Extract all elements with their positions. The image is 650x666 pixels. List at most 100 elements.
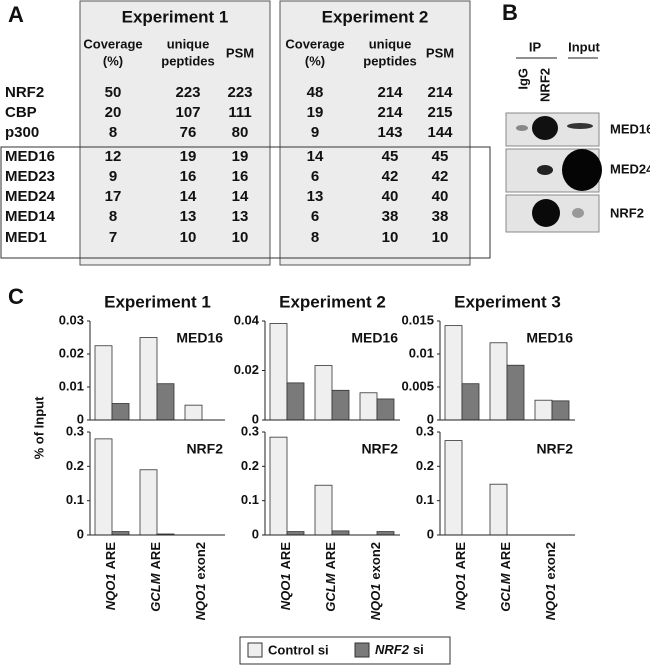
- category-site: ARE: [278, 542, 293, 570]
- category-gene: GCLM: [323, 572, 338, 611]
- column-header: (%): [305, 53, 325, 68]
- table-cell: 214: [427, 84, 453, 101]
- column-header: Coverage: [285, 36, 344, 51]
- table-cell: 10: [382, 229, 399, 246]
- table-cell: 38: [432, 208, 449, 225]
- table-cell: 13: [180, 208, 197, 225]
- y-tick-label: 0.1: [416, 492, 434, 507]
- chart-target: MED16: [176, 330, 223, 346]
- bar: [376, 531, 395, 536]
- column-header: unique: [369, 36, 412, 51]
- y-tick-label: 0.2: [416, 458, 434, 473]
- panel-label: C: [8, 284, 24, 309]
- y-tick-label: 0: [252, 411, 259, 426]
- legend-label: NRF2 si: [375, 642, 424, 657]
- bar: [111, 531, 130, 536]
- table-cell: 143: [377, 124, 402, 141]
- column-header: peptides: [363, 53, 416, 68]
- table-cell: 14: [307, 148, 324, 165]
- y-tick-label: 0.3: [416, 423, 434, 438]
- bar: [139, 469, 158, 536]
- bar: [551, 400, 570, 421]
- x-tick-label: NQO1 ARE: [103, 542, 118, 611]
- legend-label: Control si: [268, 642, 329, 657]
- y-tick-label: 0.04: [234, 312, 260, 327]
- category-site: ARE: [103, 542, 118, 570]
- y-tick-label: 0.03: [59, 312, 84, 327]
- row-label: NRF2: [5, 84, 44, 101]
- bar: [156, 383, 175, 421]
- group-title: Experiment 2: [322, 7, 429, 26]
- bar: [269, 323, 288, 421]
- table-cell: 14: [232, 188, 249, 205]
- table-cell: 80: [232, 124, 249, 141]
- table-cell: 214: [377, 84, 403, 101]
- table-cell: 38: [382, 208, 399, 225]
- table-cell: 42: [382, 168, 399, 185]
- y-tick-label: 0.1: [66, 492, 84, 507]
- row-label: MED1: [5, 229, 47, 246]
- table-cell: 10: [232, 229, 249, 246]
- column-header: PSM: [226, 45, 254, 60]
- y-tick-label: 0.005: [401, 378, 434, 393]
- bar: [461, 383, 480, 421]
- table-cell: 8: [109, 208, 117, 225]
- category-gene: NQO1: [193, 584, 208, 621]
- x-tick-label: NQO1 exon2: [368, 542, 383, 620]
- bar: [314, 365, 333, 421]
- bar: [444, 440, 463, 536]
- table-cell: 9: [311, 124, 319, 141]
- y-tick-label: 0.02: [234, 362, 259, 377]
- panel-label: A: [8, 2, 24, 27]
- bar: [314, 484, 333, 536]
- chart-target: NRF2: [361, 441, 398, 457]
- category-site: ARE: [323, 542, 338, 570]
- bar: [489, 483, 508, 536]
- category-site: ARE: [453, 542, 468, 570]
- blot-label: MED16: [610, 121, 650, 136]
- bar: [506, 364, 525, 421]
- row-label: MED14: [5, 208, 56, 225]
- panel-label: B: [502, 0, 518, 25]
- table-cell: 6: [311, 208, 319, 225]
- experiment-box: [279, 0, 471, 266]
- row-label: p300: [5, 124, 39, 141]
- y-tick-label: 0.2: [66, 458, 84, 473]
- table-cell: 144: [427, 124, 453, 141]
- table-cell: 107: [175, 104, 200, 121]
- column-header: PSM: [426, 45, 454, 60]
- y-tick-label: 0.015: [401, 312, 434, 327]
- row-label: MED23: [5, 168, 55, 185]
- chart-title: Experiment 3: [454, 292, 561, 311]
- blot-label: NRF2: [610, 205, 644, 220]
- table-cell: 76: [180, 124, 197, 141]
- column-header: Coverage: [83, 36, 142, 51]
- y-tick-label: 0.3: [66, 423, 84, 438]
- legend-gene: NRF2: [375, 642, 410, 657]
- bar: [139, 337, 158, 421]
- y-tick-label: 0: [427, 411, 434, 426]
- chart-title: Experiment 1: [104, 292, 211, 311]
- x-tick-label: GCLM ARE: [498, 542, 513, 612]
- table-cell: 45: [382, 148, 399, 165]
- chart-target: MED16: [526, 330, 573, 346]
- table-cell: 19: [232, 148, 249, 165]
- bar: [376, 398, 395, 421]
- bar: [444, 325, 463, 421]
- legend-rest: si: [413, 642, 424, 657]
- row-label: CBP: [5, 104, 37, 121]
- table-cell: 19: [180, 148, 197, 165]
- table-cell: 14: [180, 188, 197, 205]
- y-tick-label: 0: [77, 526, 84, 541]
- input-label: Input: [568, 39, 600, 54]
- bar: [286, 382, 305, 421]
- table-cell: 16: [180, 168, 197, 185]
- table-cell: 13: [307, 188, 324, 205]
- category-site: ARE: [498, 542, 513, 570]
- table-cell: 6: [311, 168, 319, 185]
- table-cell: 215: [427, 104, 452, 121]
- table-cell: 8: [109, 124, 117, 141]
- y-tick-label: 0.3: [241, 423, 259, 438]
- lane-label: IgG: [515, 68, 530, 90]
